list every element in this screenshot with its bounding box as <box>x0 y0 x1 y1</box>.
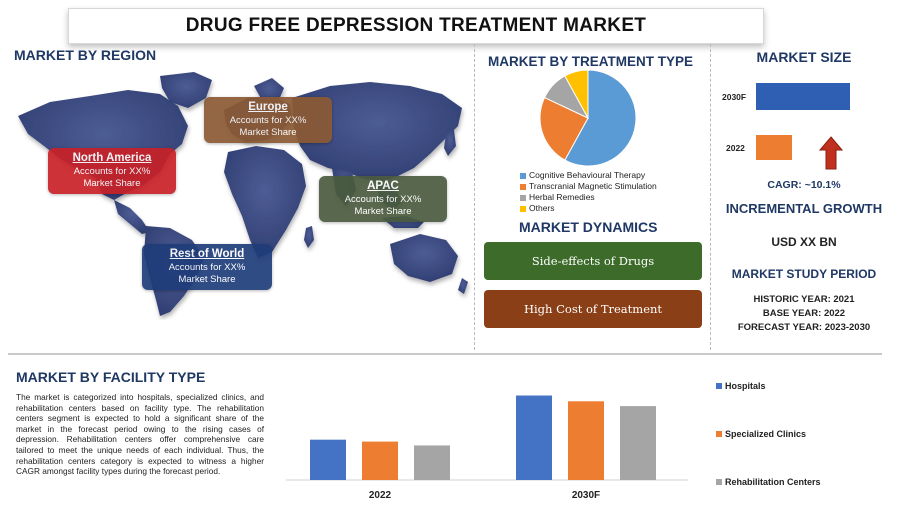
legend-swatch-others <box>520 205 526 212</box>
treatment-pie <box>539 69 637 167</box>
region-north-america-share: Accounts for XX% <box>73 166 151 177</box>
region-north-america-label: Market Share <box>83 178 141 189</box>
treatment-legend: Cognitive Behavioural Therapy Transcrani… <box>520 170 657 214</box>
legend-item-others: Others <box>520 203 657 214</box>
legend-item-cbt: Cognitive Behavioural Therapy <box>520 170 657 181</box>
divider-left <box>474 44 475 350</box>
treatment-pie-chart <box>536 66 640 170</box>
market-size-bar-2022 <box>756 135 792 160</box>
pie-slice-tms <box>539 96 589 161</box>
dynamics-heading: MARKET DYNAMICS <box>519 219 658 235</box>
world-map: Europe Accounts for XX% Market Share Nor… <box>10 68 472 320</box>
facility-legend-label-hospitals: Hospitals <box>725 381 766 391</box>
legend-item-herbal: Herbal Remedies <box>520 192 657 203</box>
historic-year: HISTORIC YEAR: 2021 <box>753 294 855 305</box>
bar-hospitals-2030f <box>516 395 552 480</box>
facility-legend-rehab: Rehabilitation Centers <box>716 477 821 487</box>
page-title: DRUG FREE DEPRESSION TREATMENT MARKET <box>185 15 647 36</box>
region-apac-label: Market Share <box>354 206 412 217</box>
facility-description: The market is categorized into hospitals… <box>16 392 264 477</box>
legend-label-others: Others <box>529 203 555 213</box>
region-heading: MARKET BY REGION <box>14 47 157 63</box>
region-europe-label: Market Share <box>239 127 297 138</box>
divider-right <box>710 44 711 350</box>
facility-heading: MARKET BY FACILITY TYPE <box>16 369 206 385</box>
region-apac[interactable]: APAC Accounts for XX% Market Share <box>319 176 447 222</box>
region-rest-of-world[interactable]: Rest of World Accounts for XX% Market Sh… <box>142 244 272 290</box>
bar-hospitals-2022 <box>310 439 346 480</box>
region-rest-of-world-share: Accounts for XX% <box>168 262 246 273</box>
dynamics-side-effects[interactable]: Side-effects of Drugs <box>484 242 702 280</box>
study-period-heading: MARKET STUDY PERIOD <box>731 267 877 281</box>
region-rest-of-world-label: Market Share <box>178 274 236 285</box>
bar-clinics-2030f <box>568 401 604 480</box>
market-size-year-2022: 2022 <box>726 143 745 153</box>
region-rest-of-world-name: Rest of World <box>169 248 245 260</box>
divider-bottom <box>8 353 882 355</box>
x-tick-label-2030f: 2030F <box>572 490 600 501</box>
incremental-growth-value: USD XX BN <box>771 235 837 249</box>
bar-clinics-2022 <box>362 441 398 480</box>
facility-bar-chart: 2022 2030F <box>286 376 688 506</box>
region-apac-share: Accounts for XX% <box>344 194 422 205</box>
forecast-year: FORECAST YEAR: 2023-2030 <box>737 322 871 333</box>
facility-legend-swatch-clinics <box>716 431 722 437</box>
pie-slice-others <box>564 69 589 119</box>
region-europe[interactable]: Europe Accounts for XX% Market Share <box>204 97 332 143</box>
bar-rehab-2022 <box>414 445 450 480</box>
facility-legend-clinics: Specialized Clinics <box>716 429 806 439</box>
market-size-bar-2030 <box>756 83 850 110</box>
incremental-growth-heading: INCREMENTAL GROWTH <box>725 201 883 216</box>
x-tick-label-2022: 2022 <box>369 490 392 501</box>
market-size-year-2030: 2030F <box>722 92 747 102</box>
legend-item-tms: Transcranial Magnetic Stimulation <box>520 181 657 192</box>
region-north-america-name: North America <box>72 152 152 164</box>
pie-slice-cbt <box>564 69 637 167</box>
growth-arrow-icon <box>819 136 843 170</box>
region-europe-share: Accounts for XX% <box>229 115 307 126</box>
facility-legend-swatch-rehab <box>716 479 722 485</box>
dynamics-high-cost[interactable]: High Cost of Treatment <box>484 290 702 328</box>
facility-legend-swatch-hospitals <box>716 383 722 389</box>
market-size-cagr: CAGR: ~10.1% <box>767 179 841 191</box>
region-north-america[interactable]: North America Accounts for XX% Market Sh… <box>48 148 176 194</box>
base-year: BASE YEAR: 2022 <box>762 308 846 319</box>
region-apac-name: APAC <box>367 180 399 192</box>
title-banner: DRUG FREE DEPRESSION TREATMENT MARKET <box>68 8 764 44</box>
legend-swatch-cbt <box>520 172 526 179</box>
facility-legend-label-rehab: Rehabilitation Centers <box>725 477 821 487</box>
region-europe-name: Europe <box>248 101 288 113</box>
facility-bar-svg: 2022 2030F <box>286 395 688 501</box>
legend-swatch-tms <box>520 183 526 190</box>
legend-label-cbt: Cognitive Behavioural Therapy <box>529 170 646 180</box>
facility-legend-hospitals: Hospitals <box>716 381 766 391</box>
market-size-heading: MARKET SIZE <box>756 49 852 65</box>
legend-label-herbal: Herbal Remedies <box>529 192 595 202</box>
treatment-heading: MARKET BY TREATMENT TYPE <box>488 54 694 69</box>
legend-label-tms: Transcranial Magnetic Stimulation <box>529 181 657 191</box>
legend-swatch-herbal <box>520 194 526 201</box>
facility-legend-label-clinics: Specialized Clinics <box>725 429 807 439</box>
bar-rehab-2030f <box>620 406 656 480</box>
